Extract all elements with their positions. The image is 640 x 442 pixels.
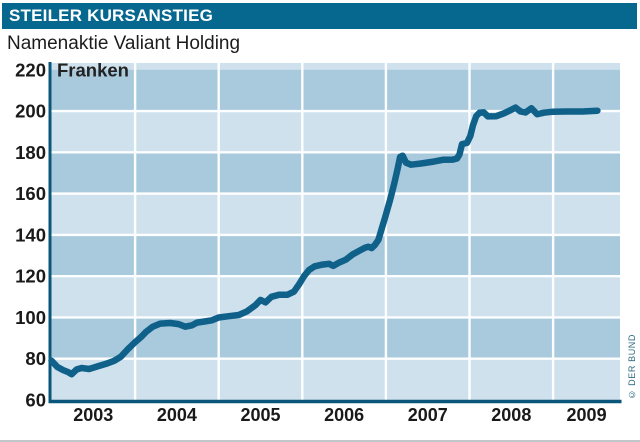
- plot-band: [51, 193, 620, 235]
- page-title: STEILER KURSANSTIEG: [9, 6, 214, 25]
- plot-band: [51, 63, 620, 70]
- credit-label: © DER BUND: [627, 334, 637, 400]
- x-axis-label: 2009: [567, 405, 607, 425]
- plot-band: [51, 234, 620, 277]
- plot-band: [51, 276, 620, 318]
- y-axis-label: 200: [15, 101, 46, 122]
- plot-band: [51, 111, 620, 153]
- y-axis-unit-label: Franken: [57, 59, 129, 80]
- y-axis-label: 180: [15, 142, 46, 163]
- y-axis-label: 60: [25, 390, 46, 411]
- y-axis-label: 140: [15, 224, 46, 245]
- x-axis-label: 2003: [73, 405, 113, 425]
- x-axis-label: 2008: [491, 405, 531, 425]
- x-axis-label: 2006: [324, 405, 364, 425]
- x-axis-label: 2005: [240, 405, 280, 425]
- plot-band: [51, 152, 620, 194]
- y-axis-label: 80: [25, 348, 46, 369]
- header-bar: STEILER KURSANSTIEG: [2, 3, 637, 29]
- bottom-border: [0, 440, 640, 442]
- series-line: [48, 104, 601, 378]
- y-axis-label: 220: [15, 59, 46, 80]
- x-axis-label: 2004: [157, 405, 197, 425]
- chart-subtitle: Namenaktie Valiant Holding: [7, 33, 241, 54]
- plot-band: [51, 317, 620, 359]
- plot-band: [51, 63, 620, 112]
- y-axis-label: 120: [15, 266, 46, 287]
- y-axis-label: 160: [15, 183, 46, 204]
- plot-band: [51, 358, 620, 400]
- x-axis-label: 2007: [408, 405, 448, 425]
- y-axis-label: 100: [15, 307, 46, 328]
